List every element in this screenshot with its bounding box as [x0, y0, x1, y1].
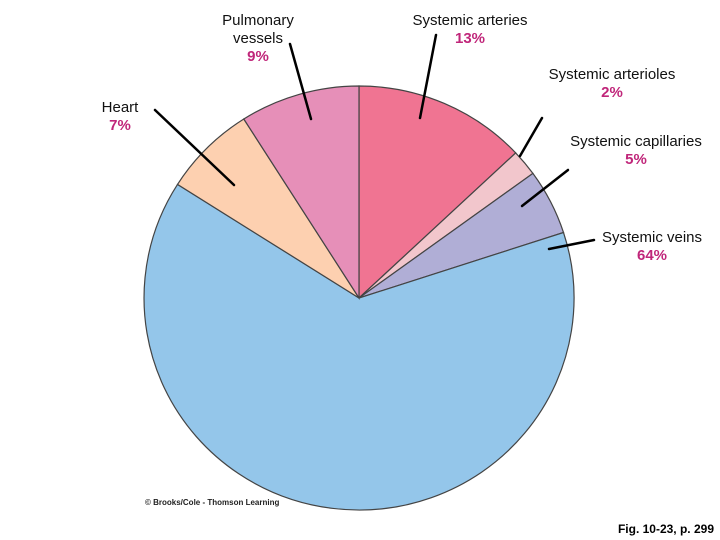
slice-percent: 64% — [636, 247, 668, 264]
slice-label: Systemic arterioles — [548, 66, 676, 83]
slice-label: Systemic veins — [601, 229, 703, 246]
slice-label: Heart — [101, 99, 139, 116]
leader-line-systemic-arterioles — [518, 116, 544, 158]
pie-slice-systemic-arteries — [358, 85, 517, 300]
leader-line-systemic-veins — [547, 238, 596, 251]
pie-slice-systemic-veins — [143, 183, 575, 511]
slice-percent: 7% — [109, 117, 131, 134]
label-heart: Heart 7% — [90, 99, 150, 135]
slice-label: Systemic capillaries — [570, 133, 702, 150]
slice-percent: 9% — [247, 48, 269, 65]
label-systemic-arteries: Systemic arteries 13% — [395, 12, 545, 48]
label-systemic-capillaries: Systemic capillaries 5% — [556, 133, 716, 169]
copyright-notice: © Brooks/Cole - Thomson Learning — [145, 498, 280, 507]
label-systemic-arterioles: Systemic arterioles 2% — [532, 66, 692, 102]
slice-percent: 2% — [601, 84, 623, 101]
leader-line-heart — [153, 108, 236, 187]
slice-percent: 5% — [625, 151, 647, 168]
label-pulmonary-vessels: Pulmonary vessels 9% — [205, 12, 311, 66]
slice-label: Systemic arteries — [412, 12, 528, 29]
pie-slices — [143, 85, 575, 511]
pie-slice-pulmonary-vessels — [242, 85, 360, 301]
leader-lines — [153, 33, 596, 251]
leader-line-systemic-arteries — [418, 33, 438, 120]
leader-line-systemic-capillaries — [520, 168, 570, 208]
figure-reference: Fig. 10-23, p. 299 — [617, 522, 714, 536]
slice-label: Pulmonary vessels — [222, 12, 294, 47]
leader-line-pulmonary-vessels — [288, 42, 313, 121]
label-systemic-veins: Systemic veins 64% — [586, 229, 718, 265]
slice-percent: 13% — [454, 30, 486, 47]
